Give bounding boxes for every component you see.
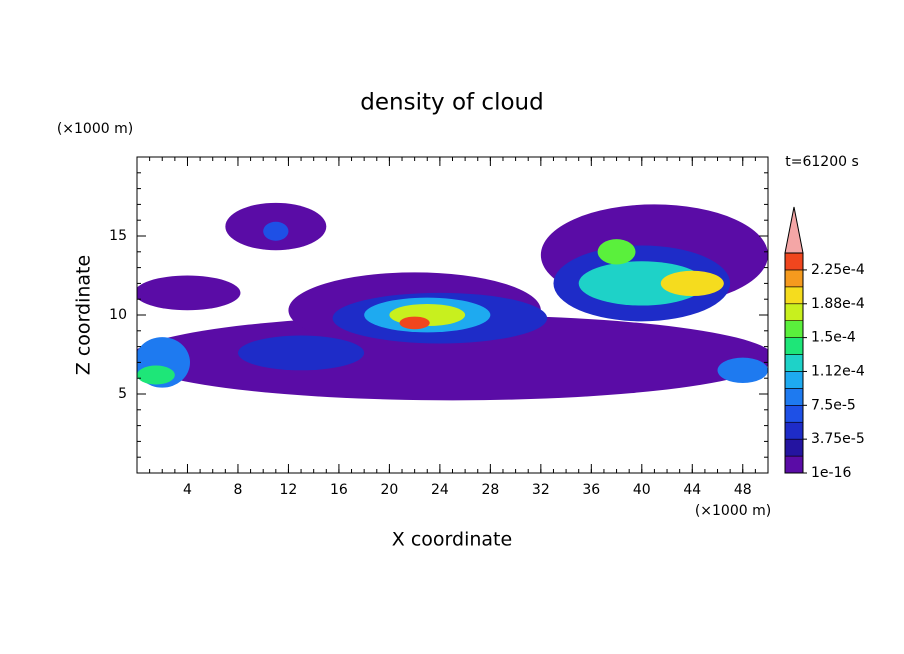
colorbar-band	[784, 421, 804, 440]
time-label: t=61200 s	[785, 154, 859, 170]
colorbar-tick-label: 1e-16	[811, 465, 851, 481]
y-tick-label: 15	[109, 228, 127, 244]
colorbar-tick-label: 3.75e-5	[811, 431, 865, 447]
colorbar-band	[784, 269, 804, 288]
colorbar-band	[784, 286, 804, 305]
x-tick-label: 44	[683, 482, 701, 498]
contour-region	[660, 270, 724, 297]
chart-title: density of cloud	[360, 90, 543, 116]
colorbar-tick-label: 1.12e-4	[811, 363, 865, 379]
x-tick-label: 12	[280, 482, 298, 498]
colorbar-tick-label: 1.88e-4	[811, 296, 865, 312]
contour-region	[263, 221, 289, 241]
x-tick-label: 36	[582, 482, 600, 498]
colorbar-extension	[784, 206, 804, 254]
x-tick-label: 48	[734, 482, 752, 498]
contour-field	[137, 202, 768, 401]
x-unit: (×1000 m)	[695, 503, 771, 519]
x-axis-label: X coordinate	[392, 529, 512, 551]
colorbar-band	[784, 354, 804, 372]
y-axis-label: Z coordinate	[73, 255, 95, 375]
contour-region	[137, 275, 241, 311]
x-tick-label: 32	[532, 482, 550, 498]
colorbar-band	[784, 320, 804, 338]
colorbar-band	[784, 405, 804, 423]
colorbar-band	[784, 337, 804, 355]
contour-region	[237, 335, 365, 371]
contour-region	[578, 261, 705, 306]
contour-region	[137, 365, 175, 385]
colorbar-tick-label: 2.25e-4	[811, 262, 865, 278]
x-tick-label: 16	[330, 482, 348, 498]
colorbar-band	[784, 388, 804, 406]
x-tick-label: 40	[633, 482, 651, 498]
colorbar-band	[784, 438, 804, 457]
x-tick-label: 8	[233, 482, 242, 498]
colorbar-band	[784, 371, 804, 389]
contour-region	[717, 357, 768, 383]
colorbar-band	[784, 303, 804, 321]
colorbar-band	[784, 252, 804, 271]
colorbar-tick-label: 7.5e-5	[811, 397, 856, 413]
colorbar-frame	[784, 252, 804, 474]
contour-region	[399, 316, 430, 330]
contour-region	[597, 239, 636, 265]
y-tick-label: 5	[118, 386, 127, 402]
x-tick-label: 28	[481, 482, 499, 498]
y-unit: (×1000 m)	[57, 121, 133, 137]
x-tick-label: 24	[431, 482, 449, 498]
x-tick-label: 20	[380, 482, 398, 498]
colorbar-tick-label: 1.5e-4	[811, 330, 856, 346]
colorbar-band	[784, 455, 804, 474]
x-tick-label: 4	[183, 482, 192, 498]
y-tick-label: 10	[109, 307, 127, 323]
